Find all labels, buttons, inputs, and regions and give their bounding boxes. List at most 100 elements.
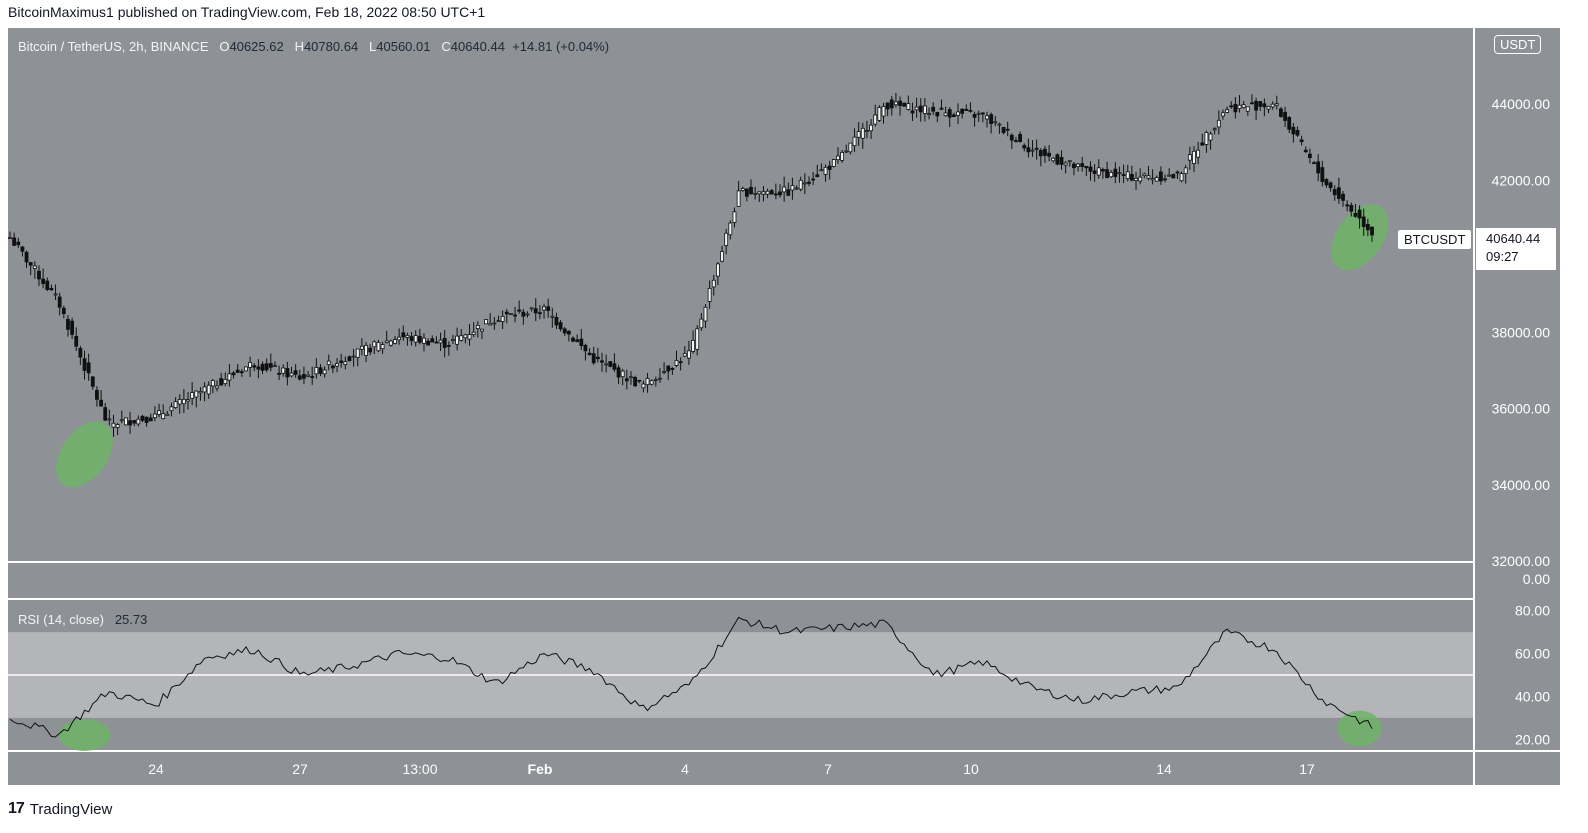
candle <box>562 327 567 336</box>
candle <box>682 346 687 358</box>
time-tick-label: 4 <box>681 761 689 777</box>
candle <box>326 354 331 371</box>
candle <box>608 361 613 368</box>
candle <box>165 410 170 416</box>
rsi-tick-label: 80.00 <box>1515 603 1550 619</box>
candle <box>550 307 555 328</box>
candle <box>380 341 385 354</box>
candle <box>1328 181 1333 192</box>
candle <box>1076 162 1080 172</box>
candle <box>103 402 108 422</box>
time-tick-label: 27 <box>292 761 308 777</box>
candle <box>417 328 422 345</box>
candle <box>1336 177 1341 204</box>
candle <box>148 413 153 422</box>
candle <box>1250 94 1254 105</box>
candle <box>583 343 588 361</box>
candle <box>633 375 638 388</box>
candle <box>488 313 493 326</box>
candle <box>575 334 580 343</box>
candle <box>198 387 203 401</box>
candle <box>451 334 455 345</box>
candle <box>95 386 99 407</box>
axis-corner <box>1475 752 1560 785</box>
candle <box>1088 161 1093 181</box>
candle <box>57 292 62 316</box>
candle <box>1361 208 1366 236</box>
candle <box>231 371 236 379</box>
candle <box>757 191 762 202</box>
currency-button[interactable]: USDT <box>1494 35 1542 54</box>
candle <box>865 120 869 139</box>
candle <box>587 348 592 356</box>
rsi-label[interactable]: RSI (14, close) <box>18 612 104 627</box>
candle <box>480 328 484 339</box>
candle <box>1341 191 1345 207</box>
candle <box>1312 160 1316 165</box>
candles <box>8 92 1374 437</box>
candle <box>475 321 480 338</box>
candle <box>1245 106 1250 116</box>
symbol-label[interactable]: Bitcoin / TetherUS, 2h, BINANCE <box>18 39 209 54</box>
candle <box>794 185 799 190</box>
candle <box>8 231 12 239</box>
candle <box>28 261 33 276</box>
candle <box>1212 127 1217 135</box>
candle <box>1009 133 1014 150</box>
candle <box>1279 106 1283 118</box>
low-key: L <box>369 39 377 54</box>
candle <box>219 373 224 386</box>
highlight-low-rsi <box>58 719 111 751</box>
candle <box>372 340 377 355</box>
published-caption: BitcoinMaximus1 published on TradingView… <box>8 4 486 20</box>
candle <box>906 95 911 111</box>
candle <box>335 357 339 373</box>
candle <box>1063 161 1068 174</box>
time-axis-ticks: 24 27 13:00 Feb 4 7 10 14 17 <box>148 761 1315 777</box>
candle <box>1349 202 1354 217</box>
candle <box>537 305 542 320</box>
candle <box>1216 110 1221 135</box>
candle <box>1101 167 1105 179</box>
candle <box>666 365 671 380</box>
brand[interactable]: 17 TradingView <box>8 800 112 818</box>
candle <box>691 330 695 354</box>
candle <box>964 104 969 111</box>
candle <box>1237 95 1242 113</box>
candle <box>1370 226 1374 242</box>
candle <box>960 108 965 119</box>
close-value: 40640.44 <box>450 39 505 54</box>
candle <box>1316 154 1321 182</box>
candle <box>881 102 886 124</box>
candle <box>1357 205 1362 229</box>
candle <box>61 305 66 319</box>
candle <box>513 306 517 323</box>
candle <box>289 366 294 378</box>
high-key: H <box>294 39 304 54</box>
candle <box>157 403 161 418</box>
candle <box>339 353 344 368</box>
rsi-series <box>9 616 1373 738</box>
candle <box>939 99 944 111</box>
highlight-latest-price <box>1331 204 1388 271</box>
candle <box>1026 138 1031 158</box>
candle <box>653 376 658 387</box>
candle <box>1258 101 1263 111</box>
symbol-price-tag: BTCUSDT <box>1398 230 1472 249</box>
candle <box>1163 174 1167 183</box>
candle <box>273 361 277 367</box>
candle <box>1067 160 1072 167</box>
candle <box>753 186 758 200</box>
candle <box>951 112 956 118</box>
candle <box>798 176 803 192</box>
candle <box>687 340 691 365</box>
candle <box>517 300 522 314</box>
candle <box>1303 146 1308 154</box>
candle <box>1320 160 1325 187</box>
candle <box>202 382 207 402</box>
candle <box>1146 166 1151 181</box>
ohlc-legend: Bitcoin / TetherUS, 2h, BINANCE O40625.6… <box>18 39 609 54</box>
candle <box>1096 159 1101 179</box>
candle <box>496 315 501 323</box>
candle <box>32 261 37 279</box>
